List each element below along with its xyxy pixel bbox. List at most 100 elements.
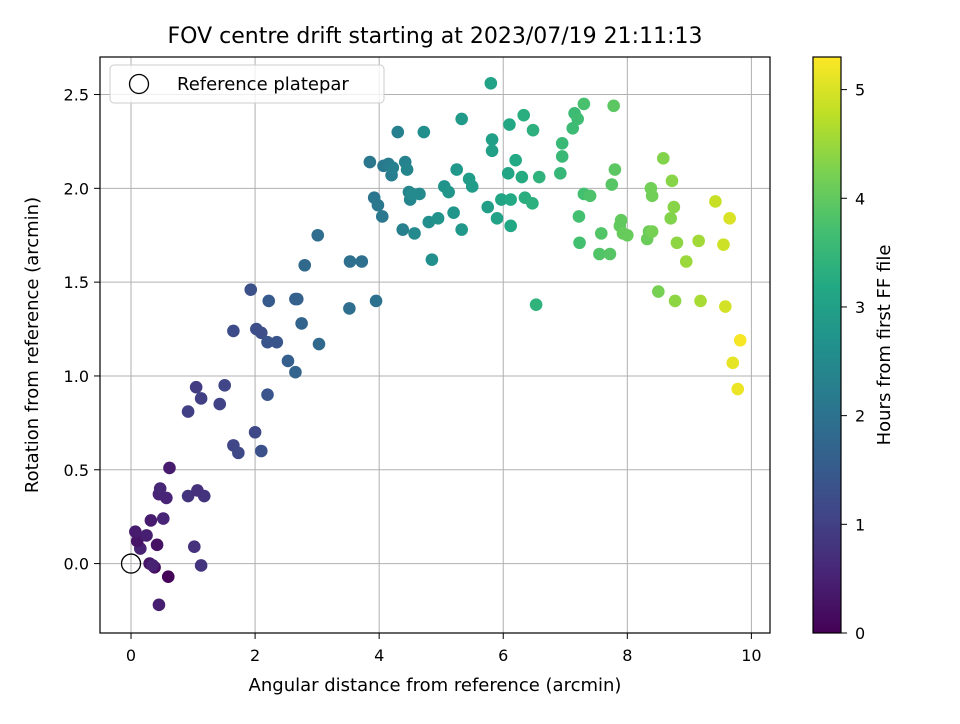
data-point [146,559,160,572]
legend-label: Reference platepar [177,74,349,95]
x-tick-label: 4 [374,646,384,665]
data-point [153,482,167,495]
data-point [607,99,620,113]
data-point [583,189,597,203]
y-tick-label: 2.5 [64,86,89,105]
data-point [213,397,227,411]
data-point [621,228,634,242]
data-point [517,108,531,122]
data-point [413,187,426,201]
data-point [442,185,455,199]
data-point [692,234,705,248]
y-tick-label: 1.5 [64,273,89,292]
data-point [465,180,479,193]
x-tick-label: 8 [622,646,632,665]
y-axis-ticks: 0.0 0.5 1.0 1.5 2.0 2.5 [64,86,100,574]
data-point [408,227,421,240]
data-point [555,150,569,163]
data-point [733,334,747,347]
legend-box [109,64,385,104]
x-tick-label: 10 [741,646,761,665]
x-tick-label: 2 [250,646,260,665]
data-point [608,163,622,176]
data-point [656,152,670,165]
data-point [532,170,546,184]
data-point [455,223,468,236]
colorbar-gradient [813,57,841,633]
data-point [194,559,208,572]
data-point [485,133,499,146]
data-point [144,514,158,527]
data-point [232,446,245,460]
colorbar-tick-label: 2 [855,407,865,426]
colorbar-tick-label: 3 [855,298,865,317]
data-point [261,335,274,349]
data-point [363,155,377,169]
data-point [311,228,325,242]
data-point [668,294,682,308]
colorbar-label: Hours from first FF file [874,245,895,446]
data-point [244,283,258,296]
chart-title: FOV centre drift starting at 2023/07/19 … [168,24,703,49]
y-tick-label: 0.5 [64,461,89,480]
data-point [526,123,540,137]
data-point [343,255,357,268]
data-point [566,121,580,135]
data-point [495,193,508,206]
data-point [577,97,591,111]
data-point [396,223,410,236]
y-tick-label: 0.0 [64,555,89,574]
data-point [431,212,445,225]
data-point [731,382,745,396]
data-point [571,112,584,126]
data-point [665,174,679,188]
colorbar: 0 1 2 3 4 5 Hours from first FF file [812,56,895,643]
data-point [343,302,356,315]
data-point [181,405,195,418]
data-point [227,324,240,338]
data-point [386,161,400,174]
data-point [504,219,517,233]
data-point [254,326,268,340]
plot-frame [99,56,771,634]
data-point [490,212,504,225]
data-point [515,170,529,184]
colorbar-ticks: 0 1 2 3 4 5 [841,81,865,643]
data-point [554,167,567,180]
data-point [509,153,522,167]
data-point [670,236,684,250]
data-point [664,212,678,225]
data-point [163,461,176,475]
data-point [312,337,326,351]
data-point [709,195,722,208]
x-tick-label: 6 [498,646,508,665]
x-axis-label: Angular distance from reference (arcmin) [249,675,622,696]
y-axis-label: Rotation from reference (arcmin) [22,197,43,493]
colorbar-tick-label: 0 [855,624,865,643]
data-point [572,210,586,223]
data-point [555,137,569,150]
data-point [355,255,369,268]
data-point [189,380,203,394]
data-point [254,444,268,458]
data-point [679,255,693,268]
data-point [719,300,732,313]
data-point [400,163,414,176]
data-point [694,294,707,308]
data-points [129,76,747,612]
data-point [289,365,302,379]
data-point [262,294,276,308]
data-point [218,379,231,392]
data-point [156,512,170,525]
data-point [726,356,740,370]
data-point [150,538,164,552]
data-point [152,598,166,612]
colorbar-tick-label: 5 [855,81,865,100]
data-point [605,178,619,191]
reference-marker [120,553,142,574]
data-point [645,225,659,238]
data-point [129,525,142,538]
data-point [594,227,608,240]
data-point [248,425,262,439]
